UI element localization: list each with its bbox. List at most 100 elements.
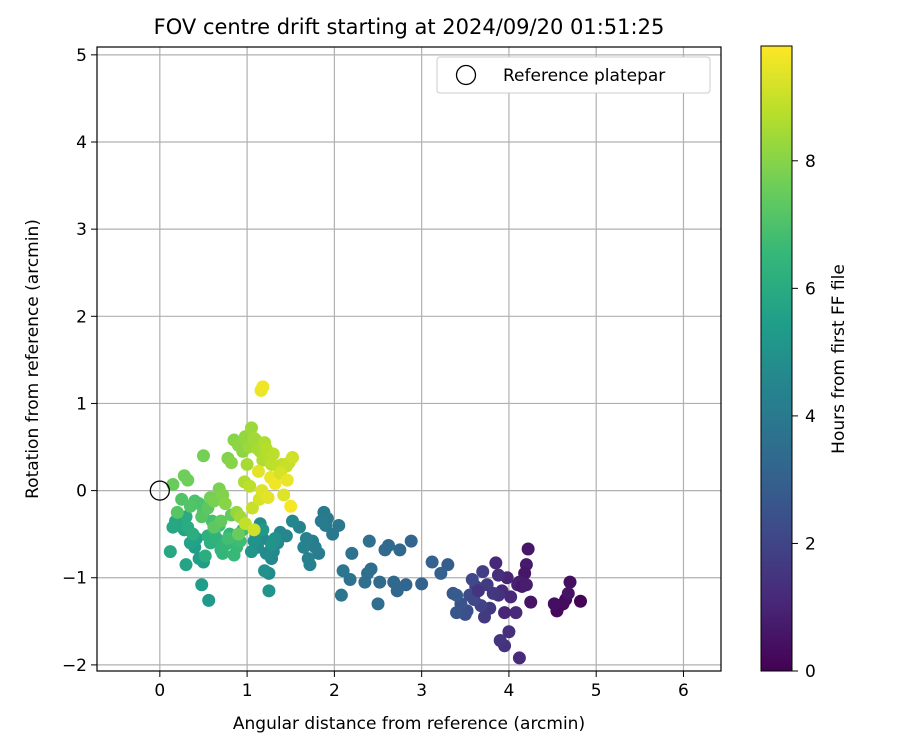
- data-point: [573, 594, 587, 608]
- data-point: [362, 534, 376, 548]
- data-point: [243, 479, 257, 493]
- legend-entry-label: Reference platepar: [503, 66, 665, 86]
- data-point: [266, 447, 280, 461]
- data-point: [256, 380, 270, 394]
- data-point: [231, 527, 245, 541]
- y-tick-label: 0: [76, 482, 87, 502]
- data-point: [181, 473, 195, 487]
- data-point: [258, 564, 272, 578]
- plot-frame: [96, 46, 722, 672]
- data-point: [393, 543, 407, 557]
- data-point: [166, 520, 180, 534]
- data-point: [521, 542, 535, 556]
- data-point: [493, 633, 507, 647]
- y-tick-label: 3: [76, 220, 87, 240]
- data-point: [262, 584, 276, 598]
- data-point: [221, 532, 235, 546]
- y-tick-label: 1: [76, 394, 87, 414]
- data-point: [265, 538, 279, 552]
- colorbar-title: Hours from first FF file: [829, 264, 849, 454]
- reference-layer: [149, 480, 170, 501]
- data-point: [465, 572, 479, 586]
- data-point: [378, 543, 392, 557]
- data-point: [240, 457, 254, 471]
- data-point: [285, 514, 299, 528]
- data-point: [498, 606, 512, 620]
- data-point: [343, 572, 357, 586]
- y-tick-label: −1: [62, 569, 87, 589]
- data-point: [196, 449, 210, 463]
- data-point: [519, 578, 533, 592]
- y-tick-label: −2: [62, 656, 87, 676]
- data-point: [195, 578, 209, 592]
- x-axis-title: Angular distance from reference (arcmin): [233, 714, 585, 734]
- data-point: [434, 566, 448, 580]
- data-point: [502, 625, 516, 639]
- legend: Reference platepar: [436, 56, 711, 94]
- reference-platepar-marker: [149, 480, 170, 501]
- data-point: [247, 523, 261, 537]
- x-tick-label: 0: [154, 681, 165, 701]
- colorbar: [760, 45, 793, 672]
- data-point: [477, 610, 491, 624]
- data-point: [509, 606, 523, 620]
- data-point: [297, 540, 311, 554]
- chart-title: FOV centre drift starting at 2024/09/20 …: [154, 15, 665, 39]
- data-point: [547, 597, 561, 611]
- data-point: [285, 450, 299, 464]
- data-point: [345, 546, 359, 560]
- data-point: [326, 527, 340, 541]
- data-point: [301, 552, 315, 566]
- data-point: [166, 477, 180, 491]
- colorbar-tick-label: 0: [805, 662, 816, 682]
- scatter-points: [163, 380, 587, 665]
- data-point: [214, 514, 228, 528]
- data-point: [425, 555, 439, 569]
- data-point: [336, 564, 350, 578]
- data-point: [371, 597, 385, 611]
- data-point: [244, 421, 258, 435]
- data-point: [489, 556, 503, 570]
- data-point: [491, 568, 505, 582]
- legend-box: [436, 56, 711, 94]
- x-tick-label: 2: [329, 681, 340, 701]
- data-point: [476, 565, 490, 579]
- data-point: [179, 558, 193, 572]
- x-tick-label: 6: [678, 681, 689, 701]
- x-tick-label: 3: [416, 681, 427, 701]
- data-point: [280, 473, 294, 487]
- data-point: [563, 575, 577, 589]
- x-tick-label: 4: [504, 681, 515, 701]
- data-point: [163, 545, 177, 559]
- data-point: [471, 584, 485, 598]
- data-point: [334, 588, 348, 602]
- y-tick-label: 5: [76, 46, 87, 66]
- data-point: [247, 534, 261, 548]
- data-point: [284, 499, 298, 513]
- data-point: [450, 588, 464, 602]
- x-tick-label: 5: [591, 681, 602, 701]
- colorbar-tick-label: 6: [805, 279, 816, 299]
- data-point: [175, 492, 189, 506]
- data-point: [170, 505, 184, 519]
- data-point: [441, 558, 455, 572]
- y-tick-label: 2: [76, 307, 87, 327]
- data-point: [404, 534, 418, 548]
- data-point: [186, 527, 200, 541]
- legend-reference-marker: [455, 64, 477, 86]
- data-point: [450, 606, 464, 620]
- data-point: [415, 577, 429, 591]
- colorbar-tick-label: 4: [805, 407, 816, 427]
- data-point: [512, 651, 526, 665]
- data-point: [244, 545, 258, 559]
- data-point: [358, 575, 372, 589]
- y-tick-label: 4: [76, 133, 87, 153]
- x-tick-label: 1: [242, 681, 253, 701]
- data-point: [561, 586, 575, 600]
- colorbar-tick-label: 2: [805, 534, 816, 554]
- data-point: [261, 491, 275, 505]
- data-point: [183, 499, 197, 513]
- y-axis-title: Rotation from reference (arcmin): [23, 219, 43, 499]
- data-point: [245, 501, 259, 515]
